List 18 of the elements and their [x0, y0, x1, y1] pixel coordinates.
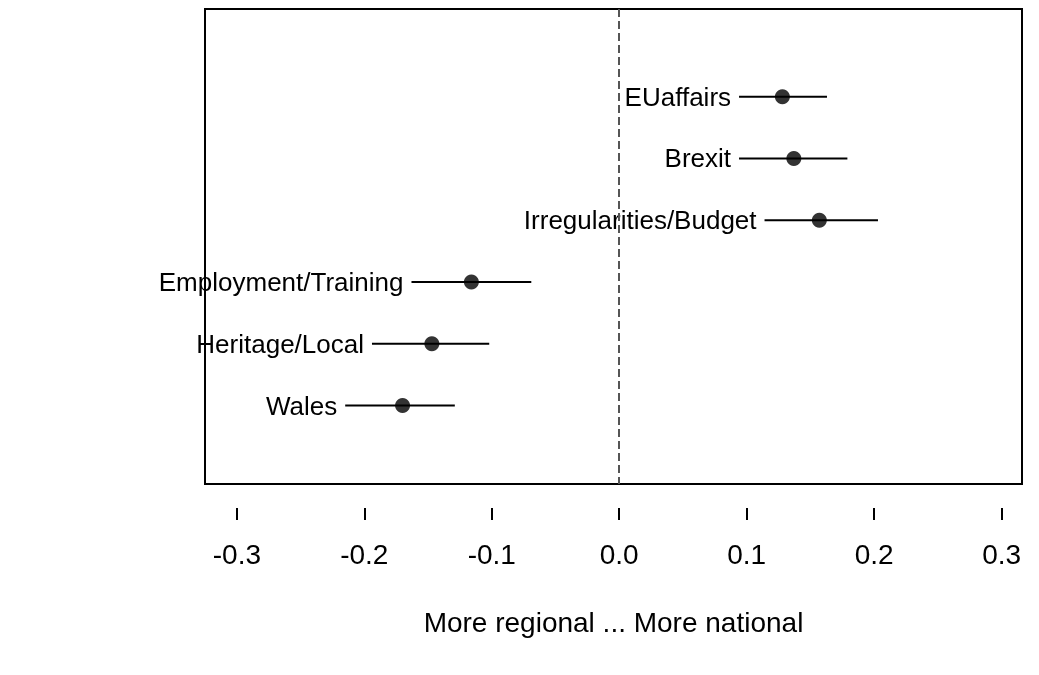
x-tick-label: -0.3 — [212, 538, 261, 570]
y-tick-label: Wales — [265, 390, 338, 421]
x-tick-label: -0.1 — [467, 538, 516, 570]
x-tick-label: 0.0 — [599, 538, 639, 570]
y-tick-label: Brexit — [664, 143, 732, 174]
x-tick-label: -0.2 — [340, 538, 389, 570]
x-tick-label: 0.2 — [854, 538, 894, 570]
point — [463, 274, 479, 290]
y-tick-label: Irregularities/Budget — [523, 205, 758, 236]
y-tick-label: EUaffairs — [624, 81, 732, 112]
point — [811, 212, 827, 228]
x-axis-title: More regional ... More national — [423, 606, 804, 638]
x-tick-label: 0.1 — [727, 538, 767, 570]
point — [424, 336, 440, 352]
point — [395, 398, 411, 414]
x-tick-label: 0.3 — [982, 538, 1022, 570]
point — [774, 89, 790, 105]
point — [786, 150, 802, 166]
